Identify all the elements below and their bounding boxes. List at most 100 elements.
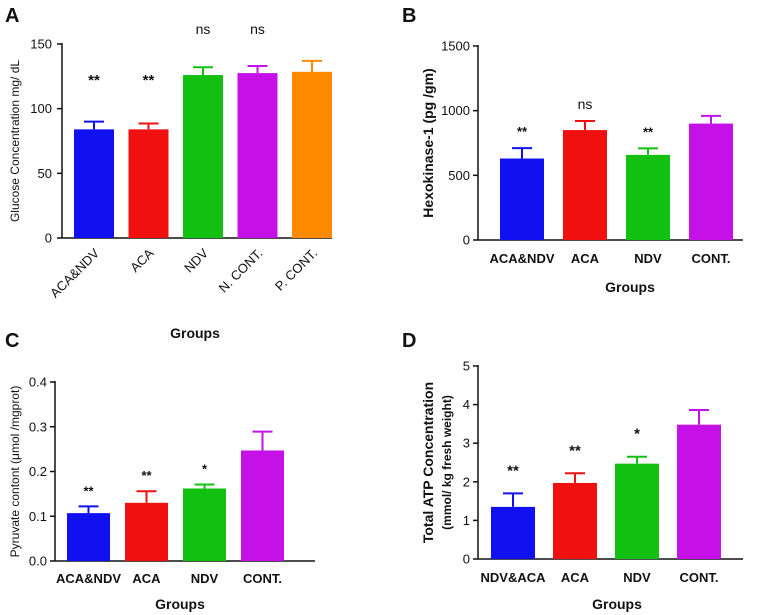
y-tick-label: 500 [448,168,470,183]
category-label: ACA [571,251,600,266]
bar [183,75,223,238]
bar [500,158,544,240]
significance-label: ** [83,483,94,498]
category-label: ACA [127,245,157,275]
panel-letter: A [5,5,19,27]
category-label: NDV [623,570,651,585]
x-axis-title: Groups [170,325,220,341]
significance-label: * [202,461,208,476]
bar [626,154,670,240]
category-label: ACA&NDV [490,251,555,266]
bar-group: ** [500,124,544,240]
y-tick-label: 150 [30,37,52,52]
bar-group [241,430,284,561]
bar-group: ns [563,96,607,240]
bar-group: ** [626,124,670,240]
bar [491,506,535,559]
bar-group: ** [67,483,110,561]
category-label: N. CONT. [216,246,266,296]
category-label: ACA&NDV [56,571,121,586]
category-label: NDV [634,251,662,266]
y-tick-label: 0.3 [29,419,47,434]
significance-label: ns [196,21,211,37]
category-label: NDV [191,571,219,586]
bar-group: ** [125,468,168,561]
y-tick-label: 1000 [441,103,470,118]
significance-label: ** [507,462,519,479]
bar-group: ** [74,72,114,238]
bar-group [292,59,332,238]
bar [128,129,169,238]
y-tick-label: 0.4 [29,375,47,390]
bar [237,73,278,238]
significance-label: ** [517,124,528,139]
bar-group: ** [553,442,597,559]
panel-letter: C [5,330,19,352]
bar [125,502,168,561]
significance-label: * [634,426,640,443]
panel-letter: D [402,330,416,352]
bar-group [677,409,721,559]
y-tick-label: 1 [463,513,470,528]
category-label: ACA [132,571,161,586]
significance-label: ** [569,442,581,459]
y-tick-label: 50 [38,166,52,181]
bar-group: ns [237,21,278,238]
x-axis-title: Groups [592,596,642,612]
category-label: CONT. [680,570,719,585]
category-label: NDV&ACA [481,570,547,585]
bar [241,450,284,561]
significance-label: ** [143,72,155,89]
category-label: NDV [181,245,211,275]
bar [183,488,226,561]
bar [615,463,659,559]
y-tick-label: 4 [463,397,470,412]
y-tick-label: 0.0 [29,554,47,569]
panel-a: A 0 50 100 150 Glucose Concentration mg/ dL Gr… [5,5,332,341]
bar [689,123,733,240]
bar [292,71,332,238]
y-tick-label: 100 [30,101,52,116]
bar [563,130,607,240]
y-tick-label: 1500 [441,39,470,54]
significance-label: ** [88,72,100,89]
y-tick-label: 0.1 [29,509,47,524]
bar-group: ns [183,21,223,238]
y-tick-label: 0.2 [29,464,47,479]
category-label: ACA [561,570,590,585]
category-label: CONT. [243,571,282,586]
y-axis-title: Glucose Concentration mg/ dL [8,60,22,222]
y-axis-title: Total ATP Concentration [420,382,436,543]
y-axis-title: Hexokinase-1 (pg /gm) [420,68,436,217]
y-tick-label: 3 [463,436,470,451]
category-label: CONT. [692,251,731,266]
significance-label: ** [643,124,654,139]
significance-label: ns [250,21,265,37]
significance-label: ** [141,468,152,483]
y-tick-label: 0 [463,233,470,248]
y-axis-title: Pyruvate contont (μmol /mgprot) [8,386,22,558]
bar-group: ** [491,462,535,559]
x-axis-title: Groups [605,279,655,295]
significance-label: ns [578,96,593,112]
y-axis-subtitle: (mmol/ kg fresh weight) [440,395,454,530]
y-tick-label: 5 [463,359,470,374]
bar-group [689,114,733,240]
category-label: P. CONT. [272,246,320,294]
bar [677,424,721,559]
y-tick-label: 2 [463,474,470,489]
bar-group: ** [128,72,169,238]
panel-d: D 0 1 2 3 4 5 Total ATP Concentration (mmol/ kg … [402,330,743,612]
bar [67,513,110,561]
bar [553,482,597,559]
y-tick-label: 0 [45,231,52,246]
panel-letter: B [402,5,416,27]
bar-group: * [615,426,659,559]
panel-c: C 0.0 0.1 0.2 0.3 0.4 Pyruvate contont (μmol /… [5,330,315,612]
panel-b: B 0 500 1000 1500 Hexokinase-1 (pg /gm) Groups… [402,5,743,295]
category-label: ACA&NDV [47,245,102,300]
bar [74,129,114,238]
y-tick-label: 0 [463,552,470,567]
x-axis-title: Groups [155,596,205,612]
